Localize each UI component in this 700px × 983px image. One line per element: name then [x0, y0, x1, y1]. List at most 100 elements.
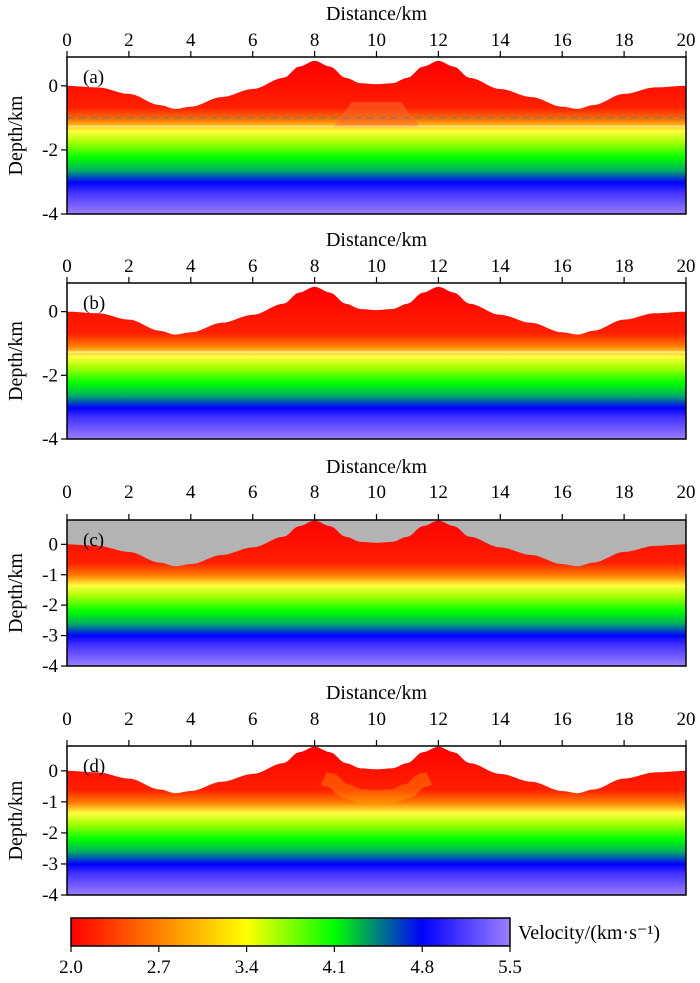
- y-tick-label: 0: [49, 534, 59, 555]
- x-tick-label: 8: [310, 30, 320, 51]
- y-axis: 0 -2 -4: [42, 76, 67, 225]
- x-axis: 0 2 4 6 8 10 12 14 16 18 20: [62, 256, 696, 283]
- y-axis-title: Depth/km: [5, 321, 27, 401]
- x-tick-label: 12: [429, 30, 448, 51]
- colorbar-tick-label: 3.4: [235, 957, 259, 978]
- x-tick-label: 10: [367, 256, 386, 277]
- x-tick-label: 10: [367, 482, 386, 503]
- y-axis-title: Depth/km: [5, 95, 27, 175]
- x-axis-title: Distance/km: [326, 456, 428, 478]
- colorbar-tick-label: 2.0: [59, 957, 83, 978]
- y-tick-label: -3: [42, 626, 58, 647]
- y-tick-label: -2: [42, 140, 58, 161]
- x-tick-label: 2: [124, 709, 134, 730]
- x-tick-label: 0: [62, 30, 72, 51]
- x-axis-title: Distance/km: [326, 229, 428, 251]
- velocity-field: [67, 286, 686, 439]
- colorbar-bar: [70, 917, 511, 947]
- colorbar-tick-label: 4.8: [410, 957, 434, 978]
- x-axis: 0 2 4 6 8 10 12 14 16 18 20: [62, 482, 696, 520]
- panel-label: (c): [83, 530, 104, 551]
- x-tick-label: 4: [186, 709, 196, 730]
- x-tick-label: 8: [310, 482, 320, 503]
- y-axis: 0 -1 -2 -3 -4: [42, 761, 67, 906]
- y-tick-label: -1: [42, 565, 58, 586]
- x-tick-label: 8: [310, 709, 320, 730]
- x-tick-label: 16: [553, 256, 572, 277]
- y-tick-label: 0: [49, 761, 59, 782]
- x-tick-label: 20: [677, 482, 696, 503]
- velocity-anomaly: [320, 771, 433, 805]
- panel-label: (b): [83, 293, 105, 314]
- y-tick-label: -4: [42, 204, 58, 225]
- x-tick-label: 18: [615, 482, 634, 503]
- x-tick-label: 6: [248, 256, 258, 277]
- x-tick-label: 6: [248, 709, 258, 730]
- x-tick-label: 4: [186, 256, 196, 277]
- y-tick-label: -2: [42, 365, 58, 386]
- x-tick-label: 20: [677, 709, 696, 730]
- y-tick-label: -2: [42, 823, 58, 844]
- x-tick-label: 6: [248, 482, 258, 503]
- panel-b: 0 2 4 6 8 10 12 14 16 18 20 Distance/km 0 -2 -4 Depth/k…: [5, 229, 696, 450]
- x-tick-label: 0: [62, 256, 72, 277]
- x-tick-label: 4: [186, 482, 196, 503]
- velocity-field: [67, 520, 686, 666]
- y-tick-label: 0: [49, 76, 59, 97]
- x-axis-title: Distance/km: [326, 682, 428, 704]
- x-tick-label: 2: [124, 482, 134, 503]
- colorbar-title: Velocity/(km·s⁻¹): [518, 922, 660, 944]
- x-tick-label: 14: [491, 482, 511, 503]
- panel-label: (a): [83, 67, 104, 88]
- x-tick-label: 18: [615, 256, 634, 277]
- x-tick-label: 8: [310, 256, 320, 277]
- velocity-field: [67, 60, 686, 214]
- y-axis: 0 -1 -2 -3 -4: [42, 534, 67, 677]
- y-tick-label: -4: [42, 656, 58, 677]
- y-tick-label: -4: [42, 429, 58, 450]
- x-axis: 0 2 4 6 8 10 12 14 16 18 20: [62, 709, 696, 746]
- colorbar: 2.0 2.7 3.4 4.1 4.8 5.5 Velocity/(km·s⁻¹): [59, 917, 660, 978]
- x-tick-label: 10: [367, 709, 386, 730]
- colorbar-tick-label: 4.1: [323, 957, 347, 978]
- panel-label: (d): [83, 756, 105, 777]
- x-tick-label: 16: [553, 709, 572, 730]
- x-tick-label: 2: [124, 30, 134, 51]
- x-tick-label: 18: [615, 709, 634, 730]
- x-tick-label: 16: [553, 30, 572, 51]
- x-tick-label: 16: [553, 482, 572, 503]
- x-axis-title: Distance/km: [326, 3, 428, 25]
- colorbar-tick-label: 5.5: [498, 957, 522, 978]
- x-tick-label: 4: [186, 30, 196, 51]
- x-tick-label: 20: [677, 256, 696, 277]
- y-axis-title: Depth/km: [5, 553, 27, 633]
- y-tick-label: -1: [42, 792, 58, 813]
- y-tick-label: -4: [42, 885, 58, 906]
- panel-c: 0 2 4 6 8 10 12 14 16 18 20 Distance/km 0 -1 -2 -3 -4 Dep…: [5, 456, 696, 677]
- y-tick-label: 0: [49, 302, 59, 323]
- x-tick-label: 12: [429, 256, 448, 277]
- x-tick-label: 20: [677, 30, 696, 51]
- x-tick-label: 14: [491, 709, 511, 730]
- x-tick-label: 6: [248, 30, 258, 51]
- y-axis: 0 -2 -4: [42, 302, 67, 450]
- x-tick-label: 12: [429, 709, 448, 730]
- y-tick-label: -3: [42, 854, 58, 875]
- shallow-layer: [333, 101, 420, 128]
- panel-a: 0 2 4 6 8 10 12 14 16 18 20 Distance/km 0 -2 -4 Depth/k…: [5, 3, 696, 225]
- colorbar-tick-label: 2.7: [147, 957, 171, 978]
- x-tick-label: 12: [429, 482, 448, 503]
- x-tick-label: 14: [491, 256, 511, 277]
- x-tick-label: 2: [124, 256, 134, 277]
- x-axis: 0 2 4 6 8 10 12 14 16 18 20: [62, 30, 696, 57]
- y-tick-label: -2: [42, 595, 58, 616]
- y-axis-title: Depth/km: [5, 780, 27, 860]
- x-tick-label: 18: [615, 30, 634, 51]
- x-tick-label: 0: [62, 709, 72, 730]
- x-tick-label: 0: [62, 482, 72, 503]
- x-tick-label: 10: [367, 30, 386, 51]
- panel-d: 0 2 4 6 8 10 12 14 16 18 20 Distance/km 0 -1 -2 -3 -4 Dep…: [5, 682, 696, 906]
- x-tick-label: 14: [491, 30, 511, 51]
- velocity-field: [67, 746, 686, 895]
